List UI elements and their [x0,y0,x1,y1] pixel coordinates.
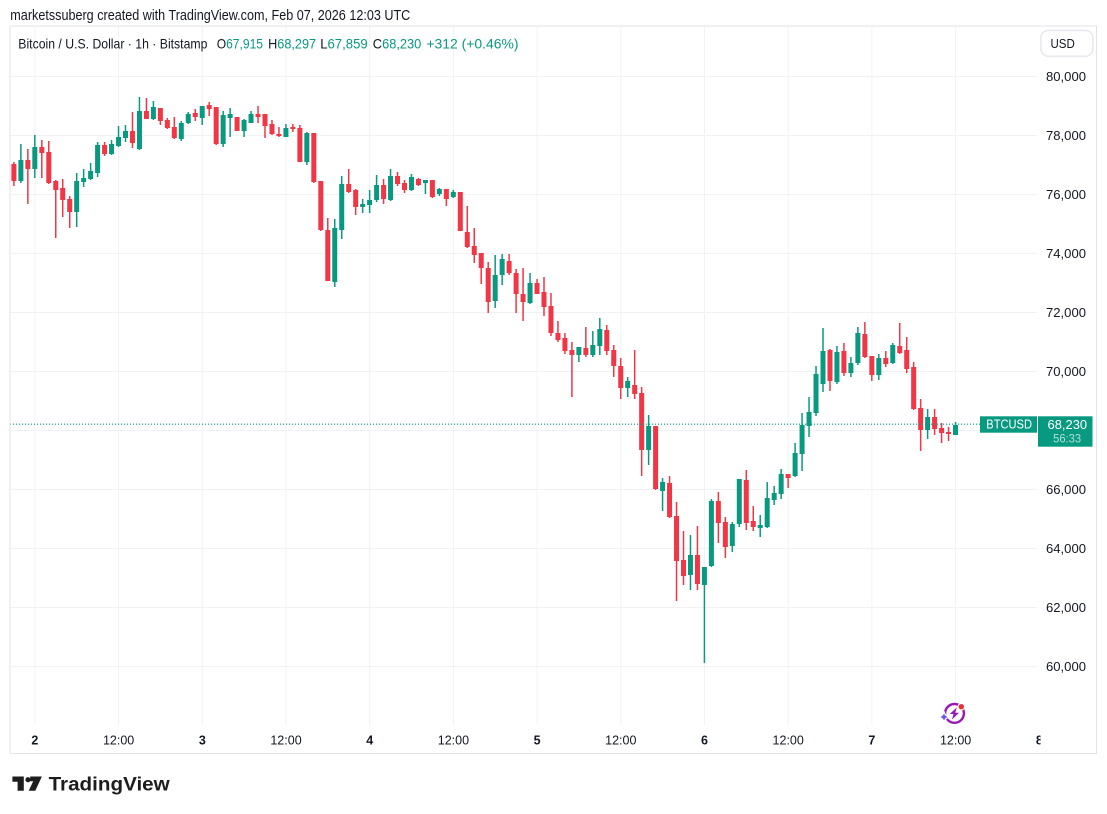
svg-text:72,000: 72,000 [1046,306,1086,320]
svg-text:7: 7 [868,734,875,748]
svg-text:80,000: 80,000 [1046,70,1086,84]
svg-text:USD: USD [1051,36,1075,51]
svg-text:70,000: 70,000 [1046,365,1086,379]
svg-text:8: 8 [1036,734,1043,748]
svg-text:BTCUSD: BTCUSD [986,417,1032,432]
svg-text:+312 (+0.46%): +312 (+0.46%) [426,35,518,51]
svg-text:12:00: 12:00 [103,734,134,748]
svg-text:68,230: 68,230 [1048,417,1088,432]
svg-text:74,000: 74,000 [1046,247,1086,261]
svg-text:66,000: 66,000 [1046,483,1086,497]
svg-text:C68,230: C68,230 [373,35,422,51]
svg-text:H68,297: H68,297 [268,35,316,51]
svg-text:56:33: 56:33 [1053,432,1081,446]
svg-text:6: 6 [701,734,708,748]
svg-text:60,000: 60,000 [1046,660,1086,674]
svg-text:12:00: 12:00 [773,734,804,748]
svg-text:12:00: 12:00 [438,734,469,748]
svg-text:O67,915: O67,915 [217,35,263,51]
svg-text:3: 3 [199,734,206,748]
svg-text:76,000: 76,000 [1046,188,1086,202]
svg-text:12:00: 12:00 [605,734,636,748]
svg-text:TradingView: TradingView [49,773,171,795]
svg-text:62,000: 62,000 [1046,601,1086,615]
svg-text:marketssuberg created with Tra: marketssuberg created with TradingView.c… [10,8,410,24]
svg-text:12:00: 12:00 [270,734,301,748]
svg-text:Bitcoin / U.S. Dollar · 1h · B: Bitcoin / U.S. Dollar · 1h · Bitstamp [18,35,207,51]
svg-text:78,000: 78,000 [1046,129,1086,143]
svg-text:12:00: 12:00 [940,734,971,748]
svg-text:5: 5 [534,734,541,748]
svg-text:64,000: 64,000 [1046,542,1086,556]
svg-text:4: 4 [366,734,373,748]
svg-text:2: 2 [31,734,38,748]
svg-text:L67,859: L67,859 [320,35,368,51]
